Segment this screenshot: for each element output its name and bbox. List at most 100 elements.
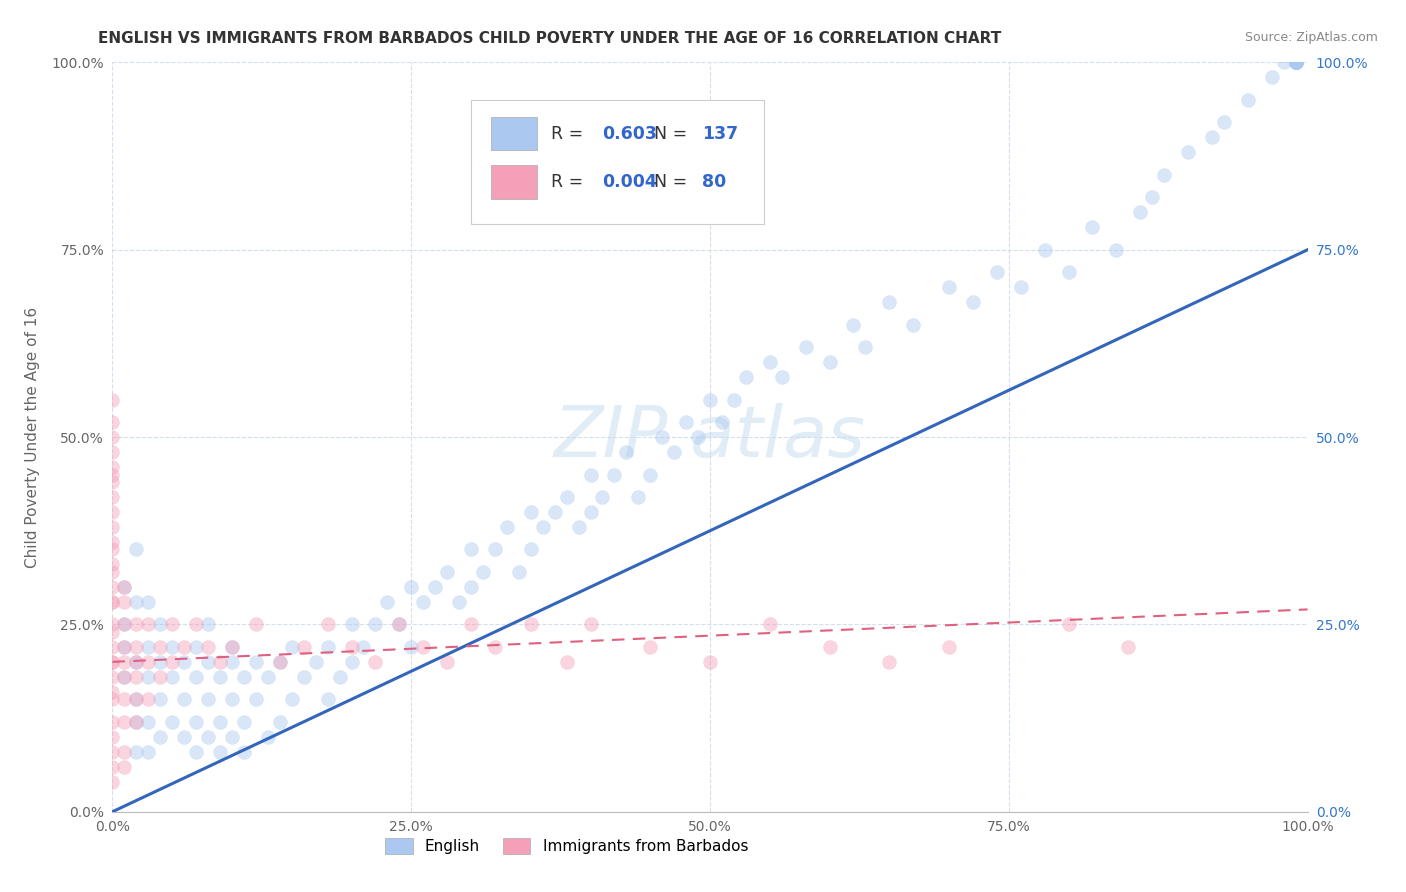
Point <box>1285 55 1308 70</box>
Point <box>197 655 219 669</box>
Point <box>1285 55 1308 70</box>
Point <box>1285 55 1308 70</box>
Point <box>186 714 208 729</box>
Point <box>101 730 124 744</box>
Point <box>401 640 423 654</box>
Point <box>186 640 208 654</box>
Point <box>269 655 291 669</box>
Point <box>603 467 626 482</box>
Point <box>759 355 782 369</box>
Point <box>962 295 984 310</box>
Point <box>114 655 135 669</box>
Point <box>245 617 267 632</box>
Point <box>675 415 697 429</box>
Point <box>711 415 734 429</box>
Point <box>114 640 135 654</box>
Point <box>221 655 243 669</box>
Point <box>221 640 243 654</box>
Point <box>114 670 135 684</box>
Point <box>245 655 267 669</box>
Point <box>1285 55 1308 70</box>
Point <box>1105 243 1128 257</box>
Point <box>209 745 232 759</box>
Point <box>1285 55 1308 70</box>
Point <box>520 542 543 557</box>
Text: N =: N = <box>654 125 693 143</box>
Point <box>149 640 172 654</box>
Point <box>699 392 721 407</box>
Point <box>125 692 148 706</box>
Point <box>269 714 291 729</box>
Point <box>114 760 135 774</box>
Point <box>162 655 183 669</box>
Point <box>101 714 124 729</box>
Point <box>818 640 841 654</box>
Point <box>460 617 482 632</box>
Point <box>842 318 865 332</box>
Point <box>855 340 877 354</box>
Point <box>1285 55 1308 70</box>
Point <box>316 640 339 654</box>
Point <box>125 640 148 654</box>
Point <box>818 355 841 369</box>
Point <box>101 692 124 706</box>
Point <box>197 617 219 632</box>
Point <box>101 617 124 632</box>
Point <box>138 745 160 759</box>
Point <box>209 670 232 684</box>
FancyBboxPatch shape <box>491 117 537 151</box>
Point <box>555 655 578 669</box>
Point <box>281 692 304 706</box>
Point <box>101 640 124 654</box>
Point <box>472 565 495 579</box>
Point <box>257 730 280 744</box>
Point <box>1201 130 1223 145</box>
Point <box>114 617 135 632</box>
Point <box>447 595 470 609</box>
Point <box>186 745 208 759</box>
Point <box>879 295 901 310</box>
Y-axis label: Child Poverty Under the Age of 16: Child Poverty Under the Age of 16 <box>25 307 41 567</box>
Point <box>1261 70 1284 85</box>
Text: R =: R = <box>551 173 589 191</box>
Point <box>292 670 315 684</box>
Point <box>735 370 758 384</box>
Point <box>1285 55 1308 70</box>
Point <box>425 580 447 594</box>
Point <box>579 467 602 482</box>
Point <box>579 617 602 632</box>
Point <box>101 580 124 594</box>
Point <box>794 340 817 354</box>
Point <box>460 580 482 594</box>
Point <box>1285 55 1308 70</box>
Point <box>101 535 124 549</box>
Point <box>1285 55 1308 70</box>
Point <box>101 624 124 639</box>
Point <box>281 640 304 654</box>
Point <box>651 430 673 444</box>
Point <box>1057 617 1080 632</box>
Point <box>114 640 135 654</box>
Point <box>329 670 352 684</box>
Point <box>125 655 148 669</box>
Text: 137: 137 <box>702 125 738 143</box>
Point <box>125 595 148 609</box>
Point <box>125 655 148 669</box>
Point <box>1285 55 1308 70</box>
Point <box>125 670 148 684</box>
Point <box>101 595 124 609</box>
Point <box>903 318 925 332</box>
Text: N =: N = <box>654 173 693 191</box>
Point <box>125 714 148 729</box>
Point <box>640 467 662 482</box>
Point <box>233 745 256 759</box>
Point <box>508 565 530 579</box>
Text: Source: ZipAtlas.com: Source: ZipAtlas.com <box>1244 31 1378 45</box>
Point <box>101 558 124 572</box>
Point <box>233 670 256 684</box>
Point <box>173 730 195 744</box>
Point <box>484 640 506 654</box>
Point <box>1285 55 1308 70</box>
Point <box>340 655 363 669</box>
Point <box>101 445 124 459</box>
